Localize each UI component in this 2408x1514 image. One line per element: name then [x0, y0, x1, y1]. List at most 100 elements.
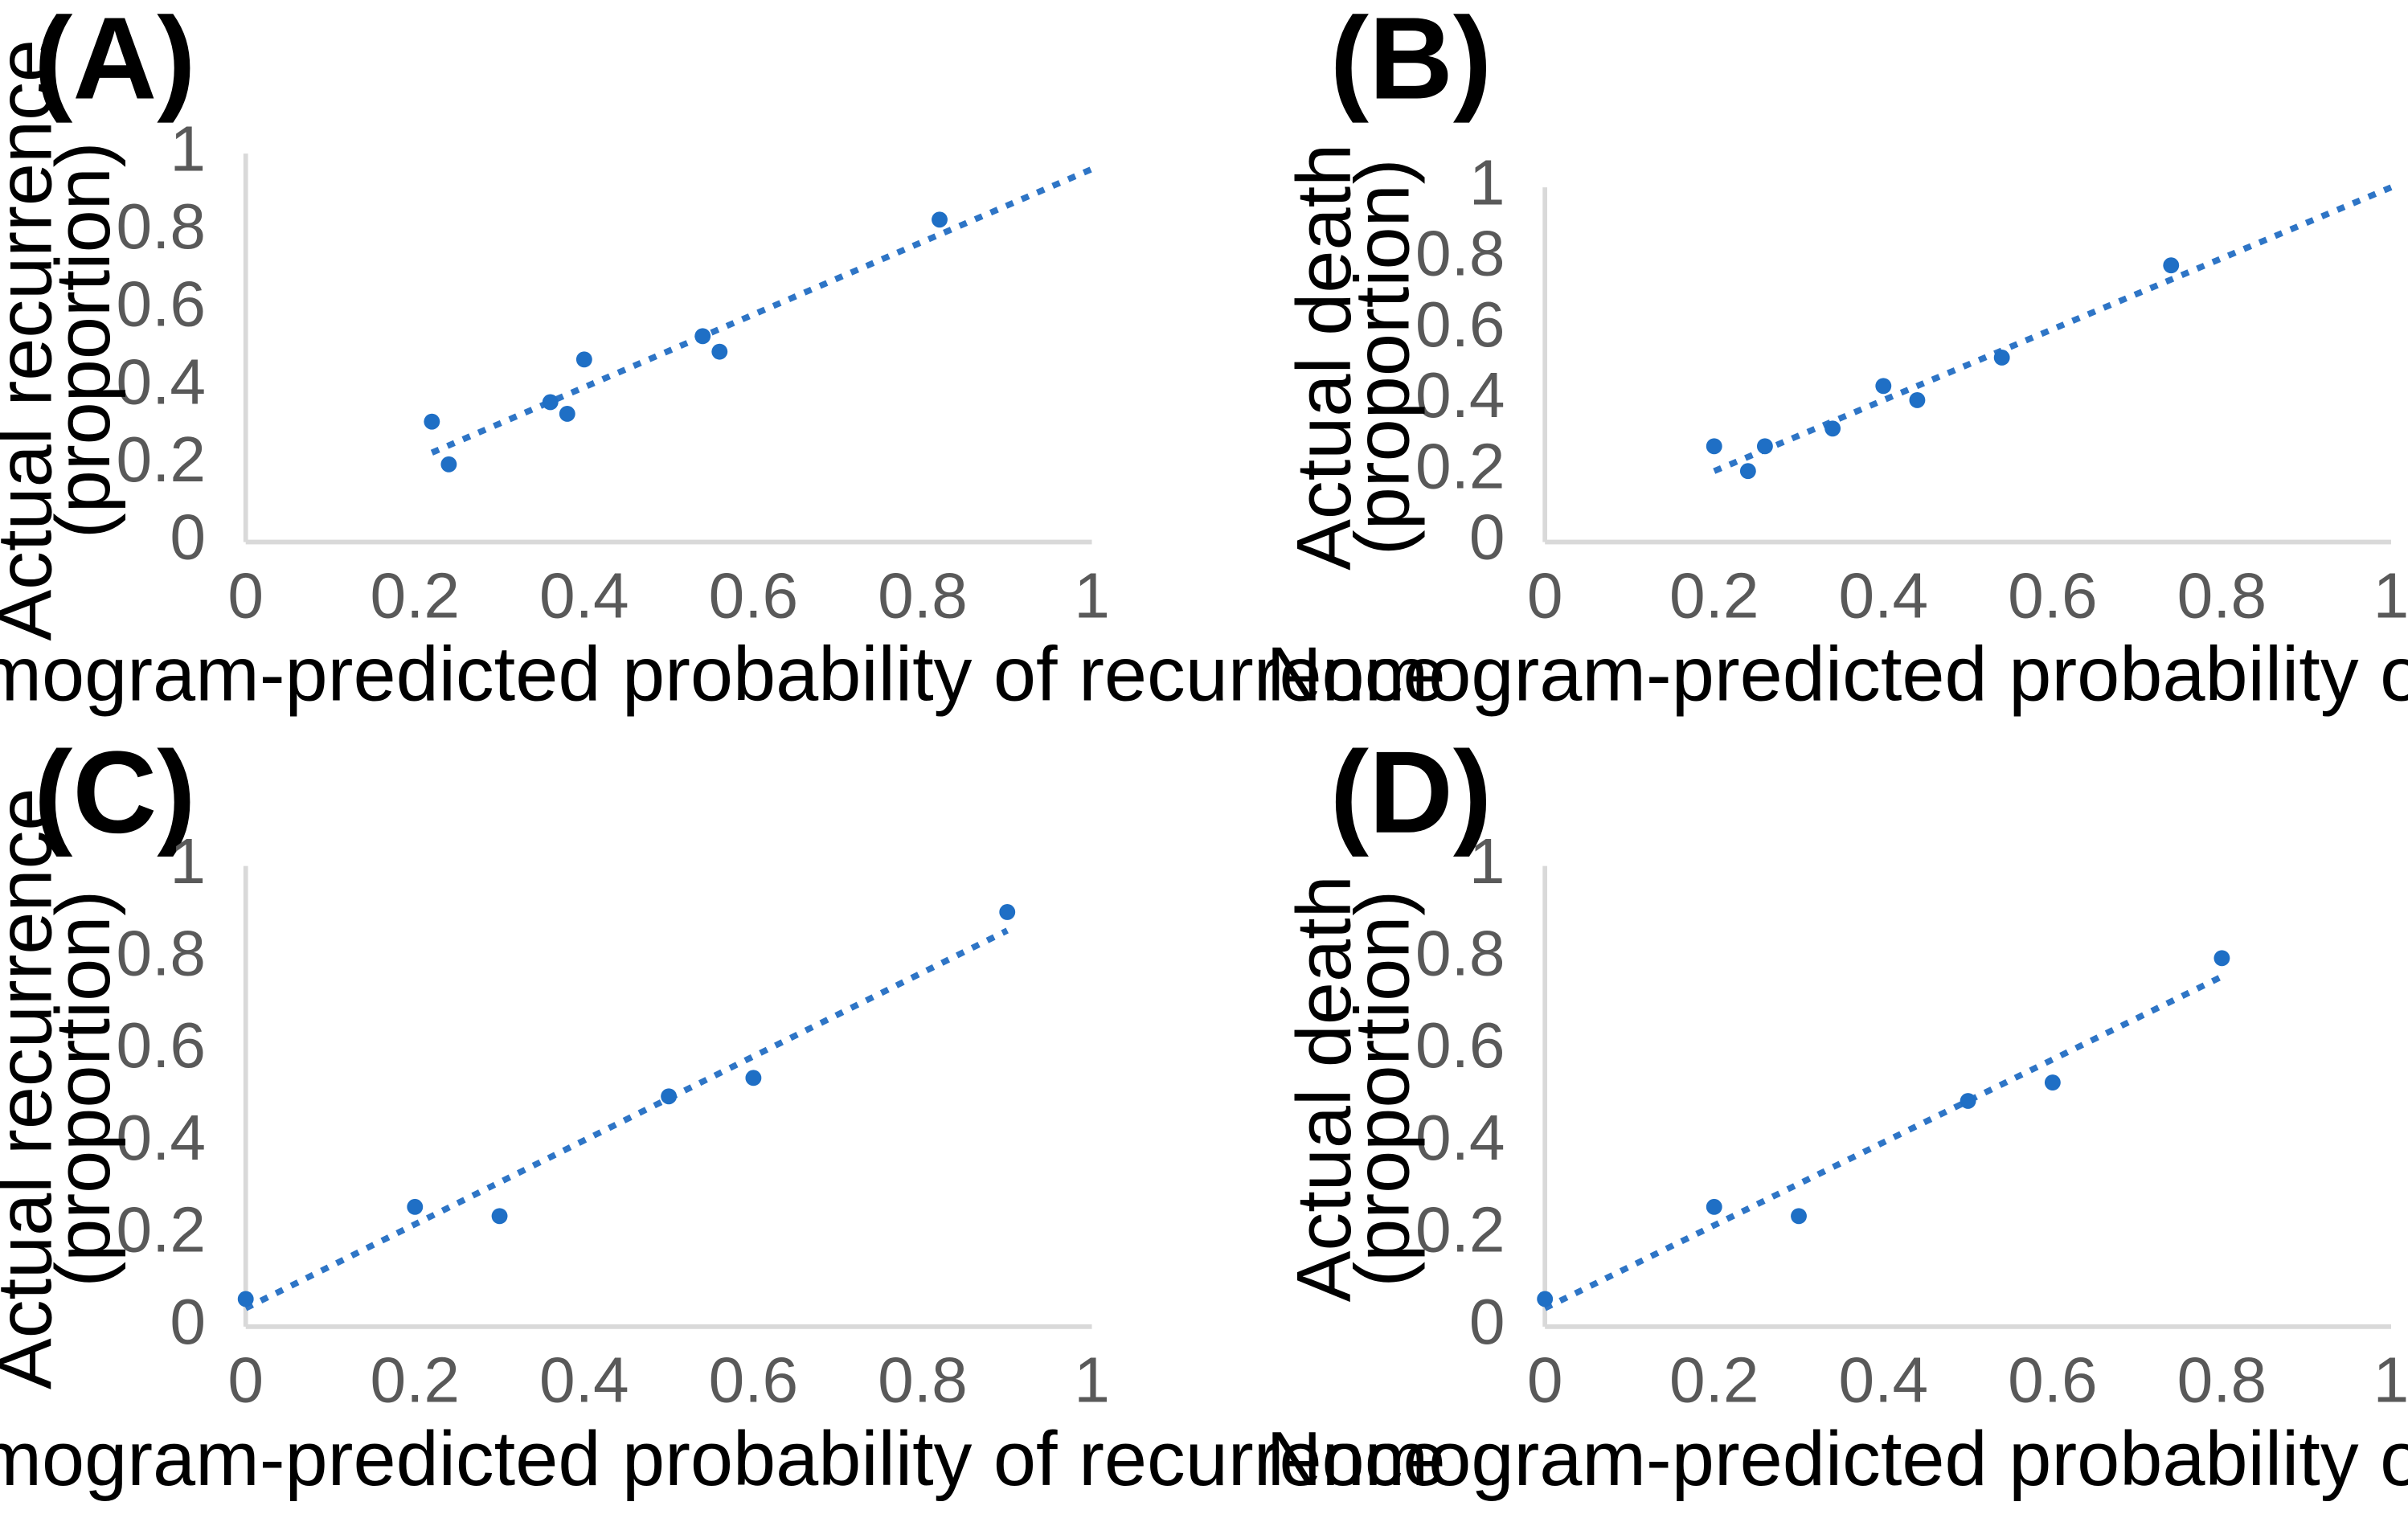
x-tick-label: 0: [1527, 559, 1563, 632]
y-tick-label: 0.4: [1415, 359, 1505, 432]
y-axis-title-line2: (proportion): [1341, 158, 1426, 555]
data-point: [1791, 1208, 1807, 1225]
x-tick-label: 0.6: [2008, 1344, 2098, 1417]
y-tick-label: 0.6: [116, 268, 206, 341]
data-point: [491, 1208, 508, 1225]
data-point: [694, 328, 711, 345]
x-tick-label: 1: [1074, 559, 1110, 632]
y-tick-label: 0.6: [1415, 288, 1505, 361]
data-point: [237, 1291, 254, 1307]
x-tick-label: 1: [2373, 559, 2408, 632]
x-tick-label: 0.6: [2008, 559, 2098, 632]
y-tick-label: 0.2: [1415, 430, 1505, 502]
x-tick-label: 0: [227, 1344, 264, 1417]
x-axis-title: Nomogram-predicted probability of recurr…: [0, 632, 1446, 718]
x-tick-label: 0.4: [1839, 559, 1929, 632]
data-point: [2213, 950, 2230, 967]
x-axis-title: Nomogram-predicted probability of recurr…: [0, 1417, 1446, 1502]
data-point: [1824, 420, 1841, 437]
data-point: [999, 904, 1016, 920]
panel-label: (A): [34, 0, 196, 123]
y-axis-title-line2: (proportion): [1341, 890, 1426, 1287]
y-axis-title-line1: Actual death: [1282, 144, 1367, 571]
x-axis-title: Nomogram-predicted probability of death: [1267, 632, 2408, 718]
y-tick-label: 0.8: [116, 918, 206, 990]
linear-trendline: [430, 166, 1094, 456]
x-tick-label: 0.4: [1839, 1344, 1929, 1417]
y-tick-label: 0.2: [116, 1193, 206, 1266]
y-tick-label: 0.4: [116, 1102, 206, 1174]
linear-trendline: [244, 927, 1009, 1311]
y-tick-label: 1: [170, 825, 206, 898]
y-tick-label: 0.8: [1415, 218, 1505, 290]
y-tick-label: 0: [170, 1286, 206, 1358]
data-point: [2044, 1074, 2061, 1091]
data-point: [559, 406, 575, 422]
y-axis-title-line1: Actual death: [1282, 875, 1367, 1302]
x-tick-label: 0.2: [370, 1344, 460, 1417]
x-tick-label: 0.6: [709, 559, 799, 632]
x-tick-label: 0.6: [709, 1344, 799, 1417]
y-tick-label: 0.8: [116, 190, 206, 263]
chart-panel-a: (A)00.20.40.60.810 0.2 0.4 0.6 0.8 1Nomogram-…: [0, 0, 1446, 718]
x-axis-title: Nomogram-predicted probability of death: [1267, 1417, 2408, 1502]
linear-trendline: [1713, 184, 2393, 474]
y-tick-label: 0.4: [116, 346, 206, 418]
data-point: [1537, 1291, 1554, 1307]
data-point: [661, 1088, 678, 1105]
y-axis-title-line2: (proportion): [41, 890, 126, 1287]
chart-panel-b: (B)00.20.40.60.810 0.2 0.4 0.6 0.8 1Nomogram-…: [1267, 0, 2408, 718]
data-point: [575, 351, 592, 368]
data-point: [2163, 257, 2180, 274]
y-tick-label: 0: [1469, 1286, 1505, 1358]
x-tick-label: 0.8: [2177, 559, 2267, 632]
y-tick-label: 0.2: [1415, 1193, 1505, 1266]
x-tick-label: 0.8: [878, 1344, 968, 1417]
x-tick-label: 0.8: [2177, 1344, 2267, 1417]
x-tick-label: 0.4: [539, 559, 629, 632]
data-point: [542, 394, 559, 411]
x-tick-label: 0: [1527, 1344, 1563, 1417]
y-tick-label: 0.6: [116, 1009, 206, 1082]
data-point: [711, 343, 728, 360]
y-axis-title-line2: (proportion): [41, 141, 126, 538]
x-tick-label: 0.2: [1669, 1344, 1759, 1417]
data-point: [1993, 350, 2010, 366]
y-tick-label: 0.6: [1415, 1009, 1505, 1082]
x-tick-label: 1: [1074, 1344, 1110, 1417]
y-tick-label: 0.2: [116, 424, 206, 496]
data-point: [932, 211, 948, 228]
y-tick-label: 1: [170, 113, 206, 185]
data-point: [1756, 438, 1773, 455]
y-axis-title-line1: Actual recurrence: [0, 39, 68, 641]
panel-label: (C): [34, 727, 196, 857]
linear-trendline: [1543, 973, 2224, 1311]
data-point: [745, 1070, 762, 1086]
y-tick-label: 0.4: [1415, 1102, 1505, 1174]
y-tick-label: 1: [1469, 146, 1505, 219]
data-point: [407, 1198, 424, 1215]
data-point: [440, 456, 457, 473]
chart-panel-c: (C)00.20.40.60.810 0.2 0.4 0.6 0.8 1Nomogram-…: [0, 727, 1446, 1502]
panel-label: (D): [1330, 727, 1493, 857]
data-point: [1706, 1198, 1722, 1215]
x-tick-label: 0: [227, 559, 264, 632]
data-point: [1960, 1093, 1976, 1109]
x-tick-label: 0.2: [1669, 559, 1759, 632]
x-tick-label: 0.2: [370, 559, 460, 632]
y-tick-label: 0.8: [1415, 918, 1505, 990]
x-tick-label: 0.8: [878, 559, 968, 632]
y-axis-title-line1: Actual recurrence: [0, 788, 68, 1389]
x-tick-label: 0.4: [539, 1344, 629, 1417]
data-point: [1909, 392, 1926, 408]
y-tick-label: 0: [170, 501, 206, 574]
data-point: [1706, 438, 1722, 455]
chart-panel-d: (D)00.20.40.60.810 0.2 0.4 0.6 0.8 1Nomogram-…: [1267, 727, 2408, 1502]
x-tick-label: 1: [2373, 1344, 2408, 1417]
panel-label: (B): [1330, 0, 1493, 123]
y-tick-label: 1: [1469, 825, 1505, 898]
data-point: [424, 413, 440, 430]
data-point: [1739, 463, 1756, 480]
y-tick-label: 0: [1469, 501, 1505, 574]
